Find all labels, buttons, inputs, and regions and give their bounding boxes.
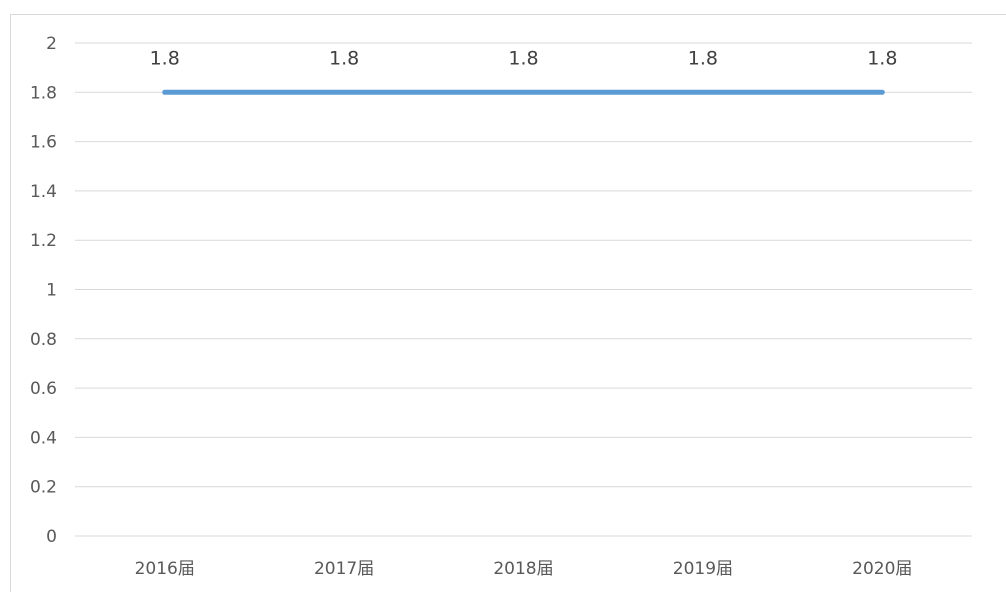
x-tick-label: 2019届 xyxy=(673,559,733,579)
y-tick-label: 0.6 xyxy=(30,379,57,399)
y-tick-label: 0.4 xyxy=(30,428,57,448)
data-label: 1.8 xyxy=(329,47,359,69)
x-axis-tick-labels: 2016届 2017届 2018届 2019届 2020届 xyxy=(135,559,913,579)
y-tick-label: 0 xyxy=(46,527,57,547)
data-labels: 1.8 1.8 1.8 1.8 1.8 xyxy=(150,47,898,69)
data-label: 1.8 xyxy=(508,47,538,69)
y-axis-tick-labels: 0 0.2 0.4 0.6 0.8 1 1.2 1.4 1.6 1.8 2 xyxy=(30,34,57,547)
x-tick-label: 2020届 xyxy=(852,559,912,579)
data-label: 1.8 xyxy=(688,47,718,69)
y-tick-label: 1.4 xyxy=(30,182,57,202)
x-tick-label: 2017届 xyxy=(314,559,374,579)
data-label: 1.8 xyxy=(150,47,180,69)
x-tick-label: 2018届 xyxy=(493,559,553,579)
data-label: 1.8 xyxy=(867,47,897,69)
y-tick-label: 2 xyxy=(46,34,57,54)
chart-frame xyxy=(10,14,1006,592)
y-tick-label: 1.6 xyxy=(30,133,57,153)
gridlines xyxy=(75,42,972,537)
y-tick-label: 1 xyxy=(46,281,57,301)
y-tick-label: 1.2 xyxy=(30,231,57,251)
y-tick-label: 1.8 xyxy=(30,83,57,103)
x-tick-label: 2016届 xyxy=(135,559,195,579)
y-tick-label: 0.8 xyxy=(30,330,57,350)
y-tick-label: 0.2 xyxy=(30,478,57,498)
